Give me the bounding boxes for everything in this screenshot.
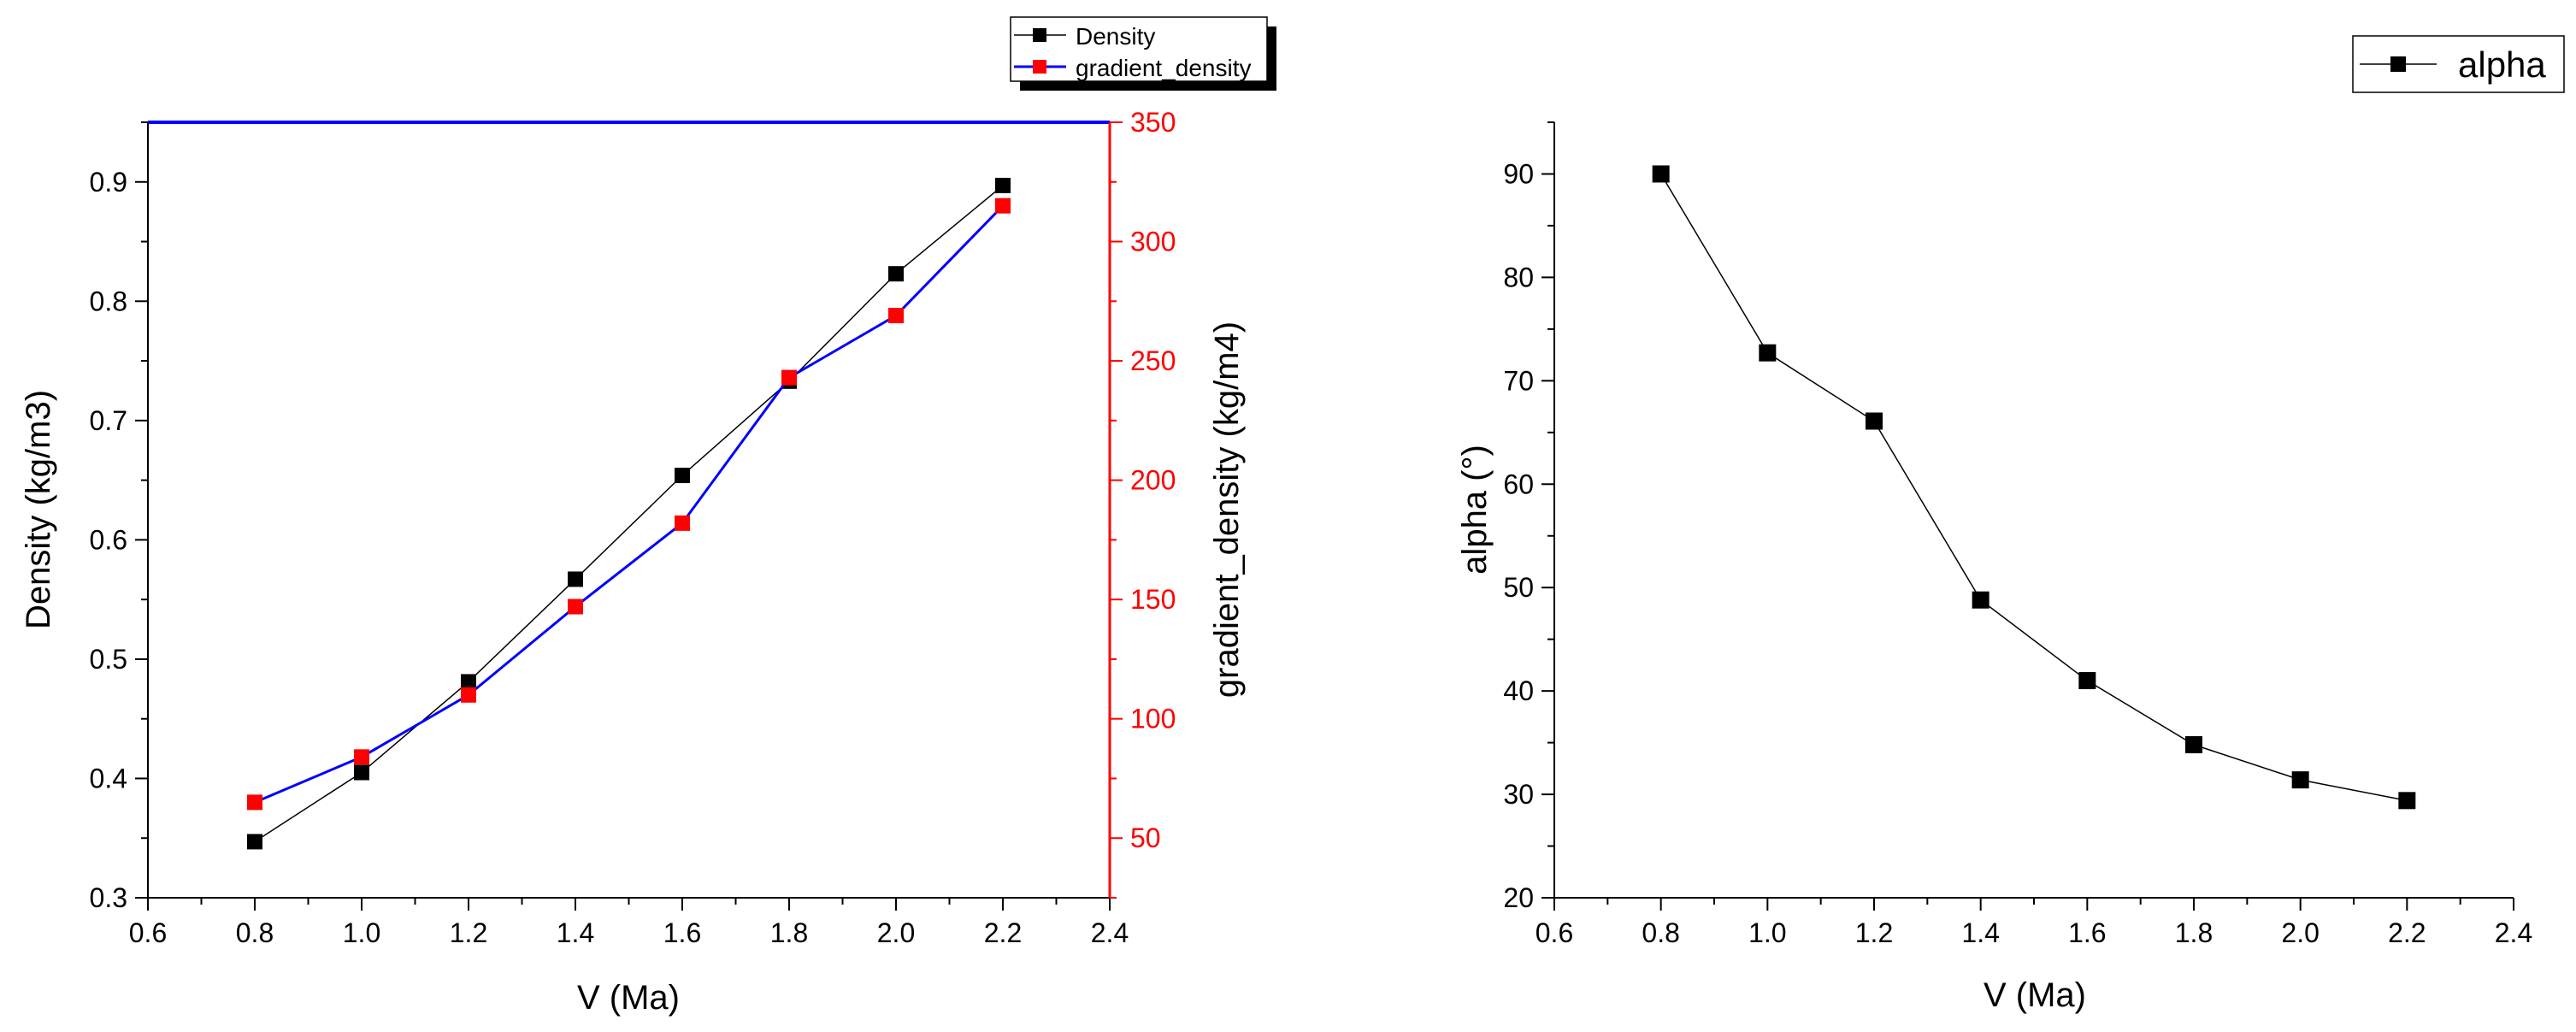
gradient-density-point (354, 749, 369, 765)
density-x-tick-label: 1.6 (663, 917, 701, 948)
legend-label-density: Density (1076, 23, 1155, 50)
alpha-point (2078, 672, 2096, 690)
legend-marker-gradient (1033, 60, 1046, 74)
alpha-y-axis-label: alpha (°) (1456, 445, 1494, 575)
x-axis-label: V (Ma) (577, 979, 680, 1017)
gradient-density-point (995, 198, 1011, 214)
density-y-tick-label: 0.8 (90, 286, 127, 316)
density-line (254, 185, 1004, 843)
gradient-density-point (247, 794, 262, 811)
alpha-y-tick-label: 60 (1503, 469, 1534, 499)
gradient-y2-tick-label: 100 (1130, 704, 1176, 734)
legend-label-gradient: gradient_density (1076, 55, 1251, 81)
alpha-point (2291, 771, 2309, 789)
density-point (461, 674, 476, 690)
alpha-y-tick-label: 50 (1503, 572, 1534, 603)
alpha-point (1652, 165, 1670, 183)
alpha-legend-label: alpha (2458, 44, 2546, 85)
alpha-y-tick-label: 40 (1503, 675, 1534, 706)
density-x-tick-label: 0.8 (236, 917, 274, 948)
density-point (247, 834, 262, 850)
density-point (995, 177, 1011, 193)
alpha-x-tick-label: 1.8 (2175, 917, 2213, 948)
density-x-tick-label: 1.4 (557, 917, 594, 948)
legend: Density gradient_density (1010, 16, 1276, 91)
gradient-density-point (888, 308, 904, 324)
gradient-density-point (461, 687, 476, 703)
alpha-point (2185, 736, 2202, 754)
density-y-tick-label: 0.7 (90, 405, 127, 436)
density-x-tick-label: 1.0 (343, 917, 380, 948)
density-point (888, 266, 904, 282)
x-tick-group: 0.6 0.8 1.0 1.2 1.4 1.6 1.8 2.0 2.2 2.4 (129, 898, 1129, 948)
density-x-tick-label: 1.8 (770, 917, 808, 948)
density-x-tick-label: 1.2 (450, 917, 487, 948)
alpha-x-tick-label: 1.2 (1855, 917, 1893, 948)
alpha-point (2398, 792, 2416, 810)
density-point (568, 571, 583, 587)
alpha-x-tick-label: 2.4 (2495, 917, 2532, 948)
gradient-y2-tick-label: 150 (1130, 584, 1176, 615)
alpha-y-tick-label: 80 (1503, 262, 1534, 292)
gradient-y2-tick-label: 50 (1130, 823, 1161, 853)
density-x-tick-label: 2.2 (984, 917, 1022, 948)
gradient-density-point (568, 599, 583, 615)
density-x-tick-label: 2.4 (1091, 917, 1129, 948)
alpha-y-tick-label: 20 (1503, 882, 1534, 913)
alpha-x-tick-label: 2.0 (2281, 917, 2319, 948)
alpha-y-tick-group: 20 30 40 50 60 70 80 90 (1503, 121, 1554, 913)
density-chart: 0.6 0.8 1.0 1.2 1.4 1.6 1.8 2.0 2.2 2.4 0.3 0.4 0.5… (20, 16, 1276, 1017)
alpha-legend: alpha (2352, 35, 2565, 93)
gradient-density-line (254, 204, 1005, 804)
y-tick-group: 0.3 0.4 0.5 0.6 0.7 0.8 0.9 (90, 121, 148, 913)
gradient-density-point (675, 515, 690, 531)
y2-axis-label: gradient_density (kg/m4) (1208, 321, 1246, 698)
density-point (675, 468, 690, 484)
density-y-tick-label: 0.3 (90, 882, 127, 913)
alpha-x-tick-label: 1.6 (2068, 917, 2106, 948)
density-y-tick-label: 0.9 (90, 167, 127, 198)
alpha-legend-marker (2390, 56, 2406, 72)
density-y-tick-label: 0.6 (90, 524, 127, 555)
gradient-y2-tick-label: 200 (1130, 465, 1176, 496)
alpha-point (1759, 344, 1777, 362)
density-y-tick-label: 0.5 (90, 644, 127, 675)
legend-box (1010, 16, 1268, 82)
gradient-y2-tick-label: 350 (1130, 107, 1176, 138)
alpha-x-tick-label: 1.0 (1748, 917, 1786, 948)
density-x-tick-label: 2.0 (877, 917, 915, 948)
gradient-density-point (781, 369, 797, 386)
alpha-line (1660, 174, 2408, 802)
density-x-tick-label: 0.6 (129, 917, 167, 948)
density-point (354, 764, 369, 781)
alpha-x-tick-label: 1.4 (1961, 917, 1999, 948)
alpha-x-tick-label: 0.6 (1536, 917, 1573, 948)
alpha-x-axis-label: V (Ma) (1984, 976, 2086, 1014)
alpha-y-tick-label: 90 (1503, 158, 1534, 189)
alpha-y-tick-label: 70 (1503, 365, 1534, 396)
legend-marker-density (1033, 28, 1046, 42)
gradient-y2-tick-label: 250 (1130, 345, 1176, 376)
y-axis-label: Density (kg/m3) (20, 390, 57, 629)
alpha-x-tick-label: 0.8 (1642, 917, 1679, 948)
gradient-y2-tick-label: 300 (1130, 227, 1176, 257)
alpha-x-tick-group: 0.6 0.8 1.0 1.2 1.4 1.6 1.8 2.0 2.2 2.4 (1536, 898, 2532, 948)
alpha-point (1866, 412, 1883, 430)
y2-tick-group: 50 100 150 200 250 300 350 (1110, 107, 1176, 899)
series-group (247, 177, 1011, 850)
alpha-x-tick-label: 2.2 (2388, 917, 2426, 948)
density-y-tick-label: 0.4 (90, 763, 127, 793)
alpha-point (1972, 591, 1989, 609)
alpha-series-group (1652, 165, 2416, 810)
alpha-y-tick-label: 30 (1503, 779, 1534, 810)
alpha-chart: 0.6 0.8 1.0 1.2 1.4 1.6 1.8 2.0 2.2 2.4 20 30 40 50 6… (1456, 35, 2565, 1014)
